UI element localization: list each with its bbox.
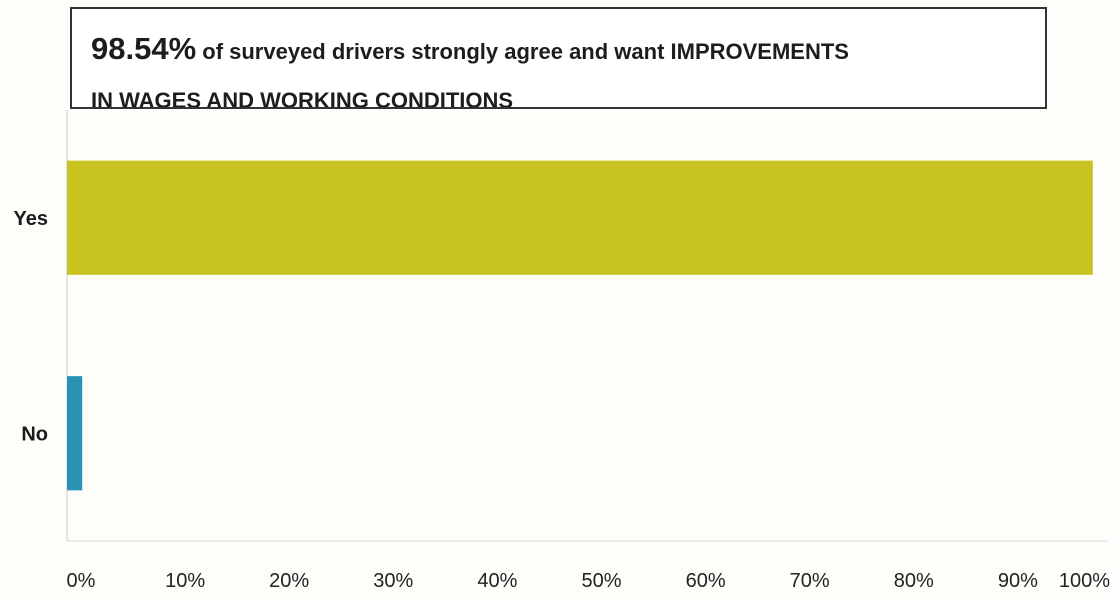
bars xyxy=(67,160,1093,491)
x-tick-label: 10% xyxy=(165,570,205,592)
x-tick-label: 40% xyxy=(477,570,517,592)
x-tick-label: 20% xyxy=(269,570,309,592)
x-tick-label: 0% xyxy=(67,570,96,592)
chart-title-rest: of surveyed drivers strongly agree and w… xyxy=(196,39,849,64)
x-tick-labels: 0% 10% 20% 30% 40% 50% 60% 70% 80% 90% 100% xyxy=(67,570,1111,592)
x-tick-label: 30% xyxy=(373,570,413,592)
bar-yes xyxy=(67,160,1093,275)
bar-no xyxy=(67,376,83,491)
x-tick-label: 50% xyxy=(581,570,621,592)
x-tick-label: 60% xyxy=(686,570,726,592)
x-tick-label: 80% xyxy=(894,570,934,592)
chart-title-line-2: IN WAGES AND WORKING CONDITIONS xyxy=(91,88,514,109)
chart-title-box: 98.54% of surveyed drivers strongly agre… xyxy=(70,7,1047,109)
x-tick-label: 100% xyxy=(1059,570,1110,592)
category-label-no: No xyxy=(21,423,48,445)
x-tick-label: 70% xyxy=(790,570,830,592)
category-label-yes: Yes xyxy=(14,208,48,230)
category-labels: Yes No xyxy=(14,208,48,446)
x-tick-label: 90% xyxy=(998,570,1038,592)
chart-title-line-1: 98.54% of surveyed drivers strongly agre… xyxy=(91,31,849,67)
chart-title-highlight: 98.54% xyxy=(91,31,197,66)
